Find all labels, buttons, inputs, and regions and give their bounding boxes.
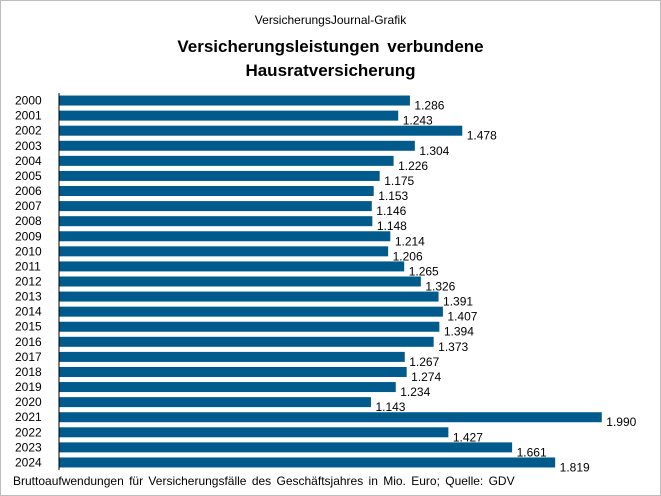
data-label: 1.661 [517,445,547,459]
y-tick-label: 2014 [15,305,42,319]
bar [59,306,443,317]
data-label: 1.391 [443,295,473,309]
y-tick-label: 2024 [15,455,42,469]
y-tick-label: 2022 [15,425,42,439]
y-tick-label: 2000 [15,94,42,108]
bar [59,201,372,212]
data-label: 1.427 [453,430,483,444]
data-label: 1.373 [438,340,468,354]
chart-title-line-1: Versicherungsleistungen verbundene [177,37,484,56]
y-tick-label: 2015 [15,320,42,334]
data-label: 1.326 [425,280,455,294]
bar [59,140,415,151]
bar [59,397,371,408]
y-tick-label: 2013 [15,290,42,304]
bar [59,457,556,468]
y-tick-label: 2009 [15,229,42,243]
bar [59,336,434,347]
data-label: 1.304 [419,144,449,158]
bar [59,321,440,332]
y-tick-label: 2002 [15,124,42,138]
y-tick-label: 2023 [15,440,42,454]
y-tick-label: 2021 [15,410,42,424]
data-label: 1.153 [378,189,408,203]
source-header: VersicherungsJournal-Grafik [254,13,407,27]
data-label: 1.819 [560,460,590,474]
data-label: 1.990 [606,415,636,429]
bar [59,382,396,393]
data-label: 1.286 [414,99,444,113]
bar [59,95,410,106]
data-label: 1.407 [447,310,477,324]
y-tick-label: 2004 [15,154,42,168]
bar [59,216,373,227]
data-label: 1.206 [393,249,423,263]
bar [59,261,405,272]
bar [59,276,421,287]
y-tick-label: 2005 [15,169,42,183]
data-label: 1.267 [409,355,439,369]
data-label: 1.146 [376,204,406,218]
data-label: 1.394 [444,325,474,339]
bar [59,351,405,362]
y-tick-label: 2019 [15,380,42,394]
bar [59,155,394,166]
data-label: 1.226 [398,159,428,173]
data-label: 1.243 [403,114,433,128]
y-tick-label: 2016 [15,335,42,349]
data-label: 1.175 [384,174,414,188]
y-tick-label: 2017 [15,350,42,364]
data-label: 1.274 [411,370,441,384]
y-tick-label: 2012 [15,275,42,289]
footnote: Bruttoaufwendungen für Versicherungsfäll… [13,474,515,488]
y-tick-label: 2018 [15,365,42,379]
bar [59,412,602,423]
bar [59,110,399,121]
y-tick-label: 2006 [15,184,42,198]
bar [59,246,389,257]
bar [59,186,374,197]
data-label: 1.265 [409,264,439,278]
bar [59,291,439,302]
data-label: 1.143 [375,400,405,414]
bar [59,366,407,377]
bar [59,427,449,438]
chart-title-line-2: Hausratversicherung [245,61,416,80]
data-label: 1.148 [377,219,407,233]
data-label: 1.234 [400,385,430,399]
data-label: 1.214 [395,234,425,248]
chart-title: Versicherungsleistungen verbundene Hausr… [1,35,660,83]
y-tick-label: 2007 [15,199,42,213]
y-tick-label: 2003 [15,139,42,153]
y-tick-label: 2008 [15,214,42,228]
bar [59,231,391,242]
y-tick-label: 2011 [15,259,41,273]
y-tick-label: 2020 [15,395,42,409]
y-tick-label: 2010 [15,244,42,258]
bar [59,125,463,136]
bar [59,442,513,453]
data-label: 1.478 [467,129,497,143]
y-tick-label: 2001 [15,109,42,123]
bar [59,170,380,181]
